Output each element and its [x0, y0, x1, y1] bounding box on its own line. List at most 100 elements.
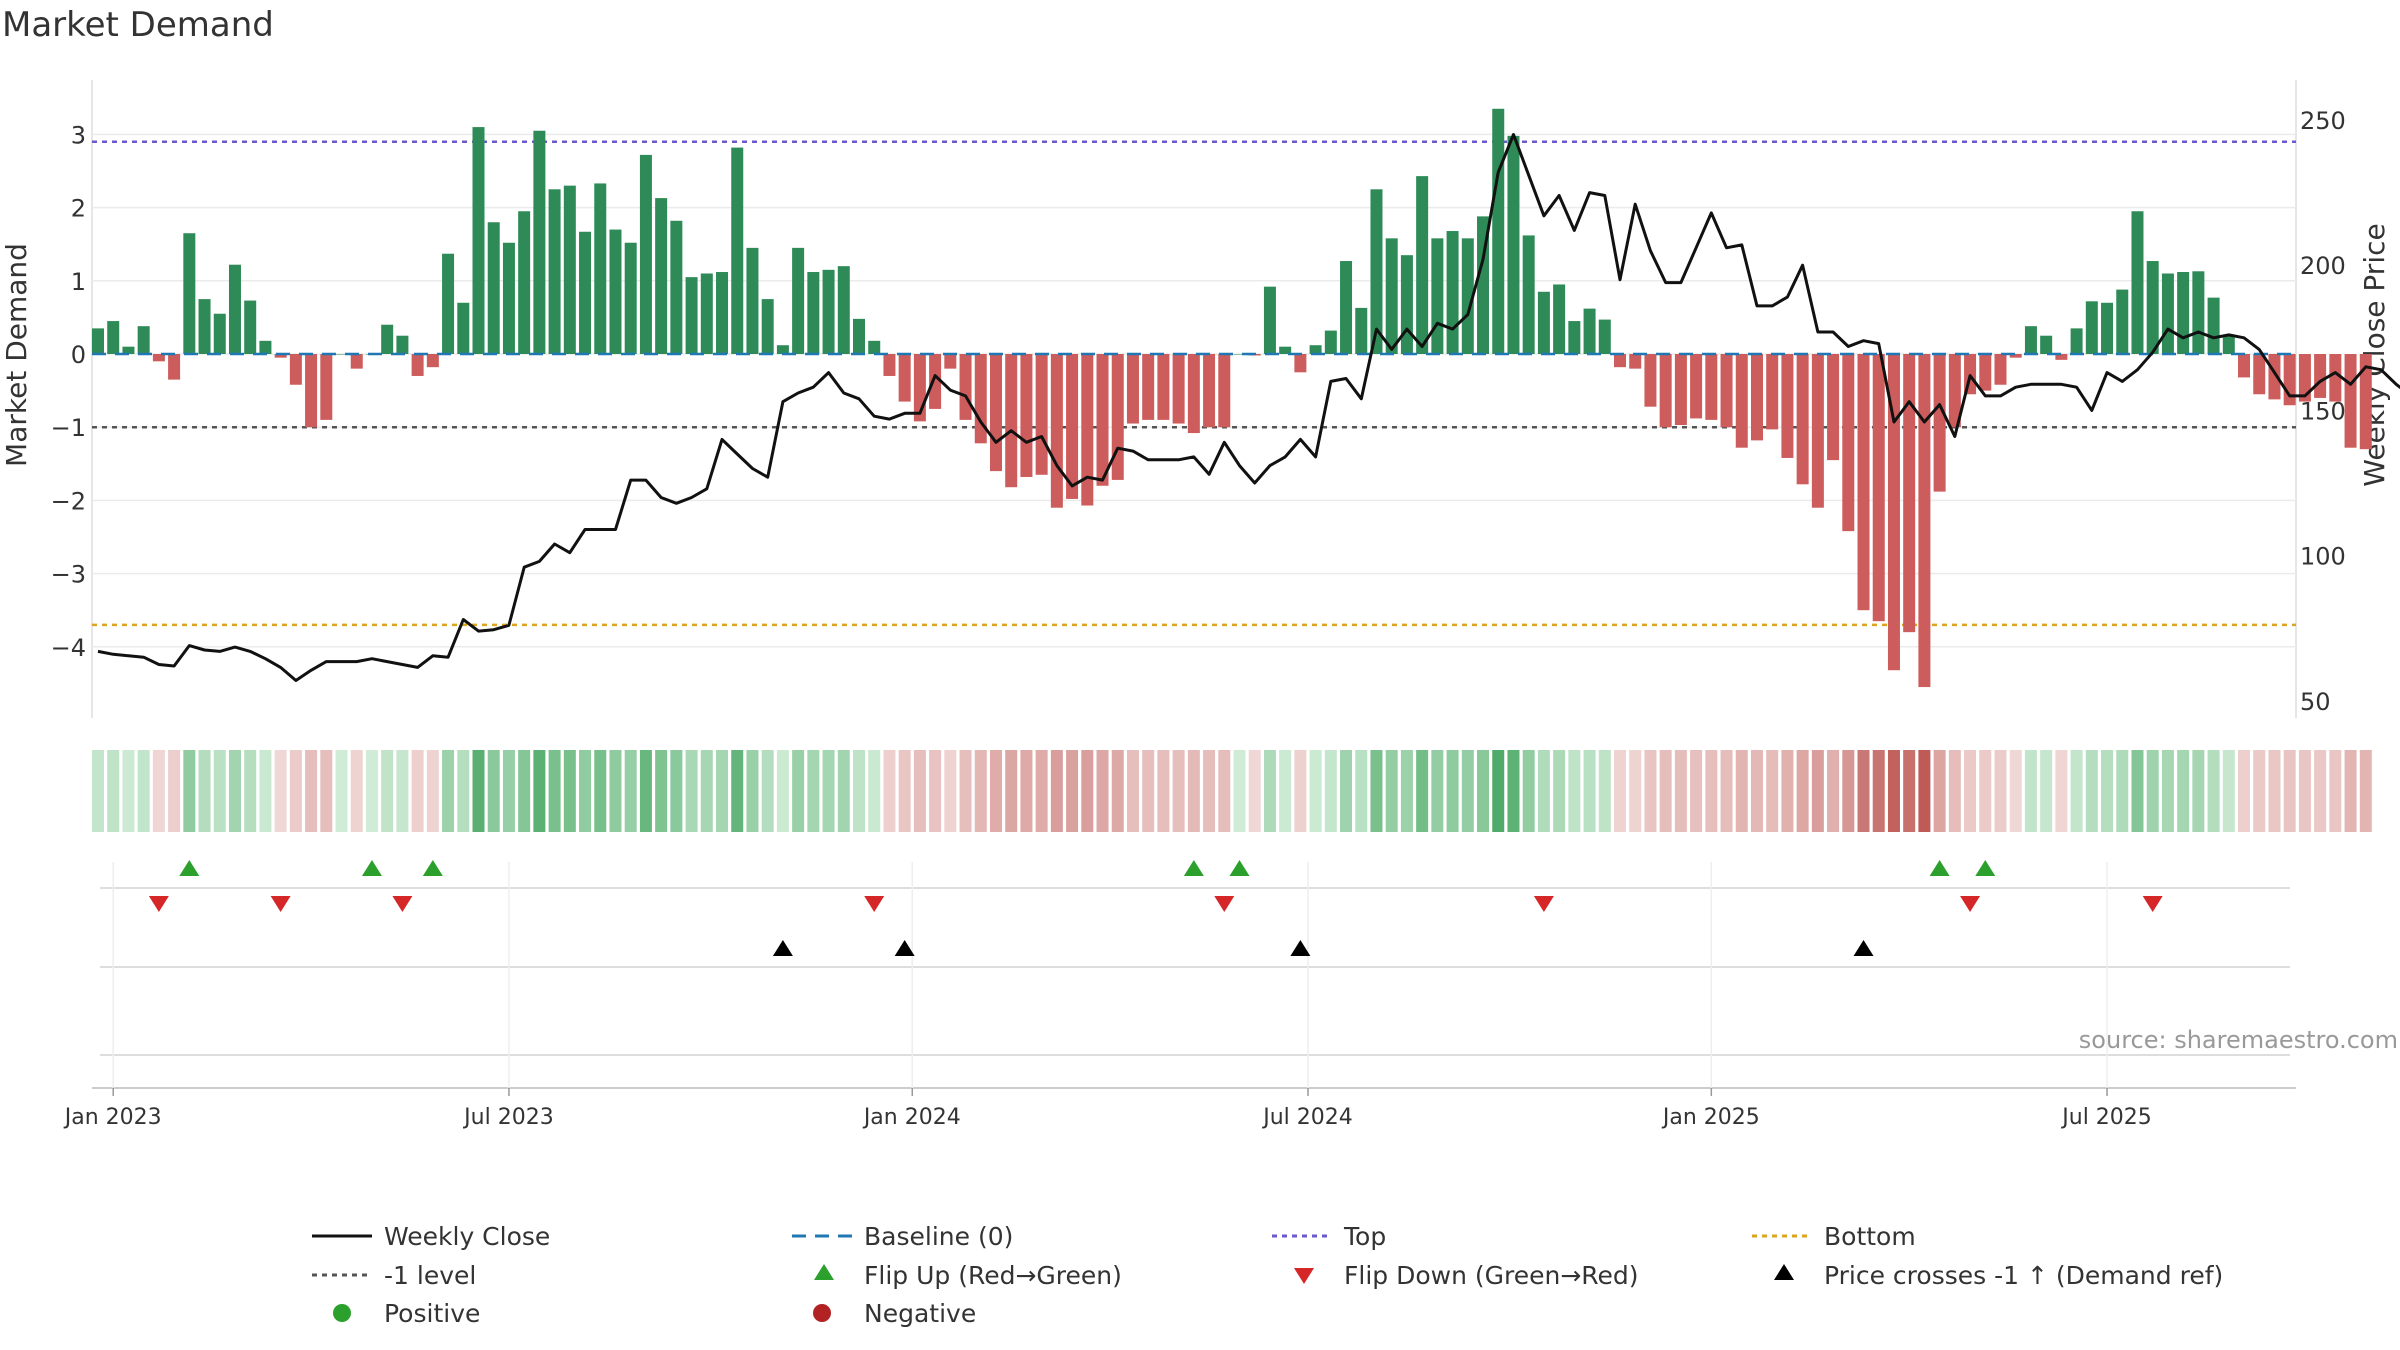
- demand-bar: [274, 354, 287, 358]
- y-tick-label-right: 200: [2300, 252, 2346, 280]
- demand-bar: [1340, 261, 1353, 354]
- demand-bar: [1644, 354, 1657, 407]
- heat-cell: [502, 750, 515, 832]
- heat-cell: [2268, 750, 2281, 832]
- demand-bar: [183, 233, 196, 354]
- demand-bar: [700, 273, 713, 354]
- heat-cell: [487, 750, 500, 832]
- heat-cell: [959, 750, 972, 832]
- legend-cross-icon: [1774, 1264, 1794, 1280]
- heat-cell: [1644, 750, 1657, 832]
- heat-cell: [746, 750, 759, 832]
- main-panel-frame: [91, 80, 2297, 718]
- demand-bar: [639, 154, 652, 354]
- demand-bar: [1294, 354, 1307, 373]
- heat-cell: [1553, 750, 1566, 832]
- heat-cell: [533, 750, 546, 832]
- demand-bar: [289, 354, 302, 385]
- demand-bar: [1614, 354, 1626, 368]
- heat-cell: [1340, 750, 1353, 832]
- demand-bar: [2009, 354, 2022, 358]
- demand-bar: [548, 189, 561, 354]
- heat-cell: [1796, 750, 1809, 832]
- legend-negative-icon: [813, 1304, 831, 1322]
- price-cross-marker: [894, 940, 915, 956]
- legend-positive-icon: [333, 1304, 351, 1322]
- heat-cell: [1492, 750, 1505, 832]
- heat-cell: [1568, 750, 1581, 832]
- weekly-close-series: [97, 133, 2400, 682]
- heat-cell: [320, 750, 333, 832]
- demand-bar: [2359, 354, 2372, 450]
- heat-cell: [1872, 750, 1885, 832]
- demand-bar: [1309, 345, 1322, 354]
- demand-bar: [731, 147, 744, 354]
- demand-bar: [1324, 330, 1337, 354]
- heat-cell: [1020, 750, 1033, 832]
- legend-flip-down-icon: [1294, 1268, 1314, 1284]
- heat-cell: [594, 750, 607, 832]
- y-tick-label-left: −4: [51, 634, 86, 662]
- demand-bar: [1172, 354, 1185, 424]
- heat-cell: [1887, 750, 1900, 832]
- demand-bar: [198, 299, 211, 354]
- heat-cell: [2131, 750, 2144, 832]
- demand-bar: [305, 354, 318, 428]
- heat-cell: [2085, 750, 2098, 832]
- demand-bar: [442, 253, 455, 354]
- heat-cell: [1050, 750, 1063, 832]
- demand-bar: [2131, 211, 2144, 354]
- demand-bar: [1461, 238, 1474, 354]
- heat-cell: [579, 750, 592, 832]
- x-axis-ticks: Jan 2023 Jul 2023 Jan 2024 Jul 2024 Jan 2025…: [63, 1088, 2152, 1130]
- legend-top-label: Top: [1343, 1222, 1386, 1251]
- demand-bar: [335, 354, 348, 355]
- heat-cell: [898, 750, 911, 832]
- demand-bar: [898, 354, 911, 402]
- demand-bar: [685, 277, 698, 354]
- legend-cross-label: Price crosses -1 ↑ (Demand ref): [1824, 1261, 2223, 1290]
- demand-bar: [1872, 354, 1885, 622]
- demand-bar: [2253, 354, 2266, 395]
- demand-bar: [1903, 354, 1916, 633]
- heat-cell: [198, 750, 211, 832]
- heat-cell: [639, 750, 652, 832]
- heat-cell: [442, 750, 455, 832]
- demand-bar: [122, 346, 135, 354]
- heat-cell: [1918, 750, 1931, 832]
- heat-cell: [2253, 750, 2266, 832]
- demand-bar: [518, 211, 531, 354]
- x-tick-label: Jan 2025: [1661, 1105, 1760, 1130]
- demand-bar: [1400, 255, 1413, 354]
- demand-bar: [1507, 135, 1520, 354]
- demand-bars: [92, 108, 2372, 688]
- demand-bar: [2146, 261, 2159, 354]
- demand-bar: [1583, 308, 1596, 354]
- heat-cell: [944, 750, 957, 832]
- demand-bar: [2238, 354, 2251, 378]
- demand-bar: [1857, 354, 1870, 611]
- demand-bar: [989, 354, 1002, 472]
- heat-cell: [350, 750, 363, 832]
- heat-cell: [2238, 750, 2251, 832]
- demand-bar: [1842, 354, 1855, 532]
- flip-up-marker: [361, 860, 382, 876]
- y-ticks-right: 250 200 150 100 50: [2300, 107, 2346, 716]
- y-tick-label-left: 2: [71, 195, 86, 223]
- heat-cell: [853, 750, 865, 832]
- heat-cell: [244, 750, 257, 832]
- heat-cell: [1248, 750, 1261, 832]
- demand-bar: [837, 266, 850, 354]
- demand-bar: [2055, 354, 2068, 360]
- heat-cell: [1218, 750, 1231, 832]
- heat-cell: [259, 750, 272, 832]
- demand-bar: [2329, 354, 2342, 402]
- heat-cell: [1111, 750, 1124, 832]
- demand-bar: [716, 272, 729, 354]
- heat-cell: [335, 750, 348, 832]
- heat-cell: [411, 750, 424, 832]
- demand-bar: [822, 269, 835, 354]
- demand-bar: [1279, 346, 1292, 354]
- heat-cell: [2055, 750, 2068, 832]
